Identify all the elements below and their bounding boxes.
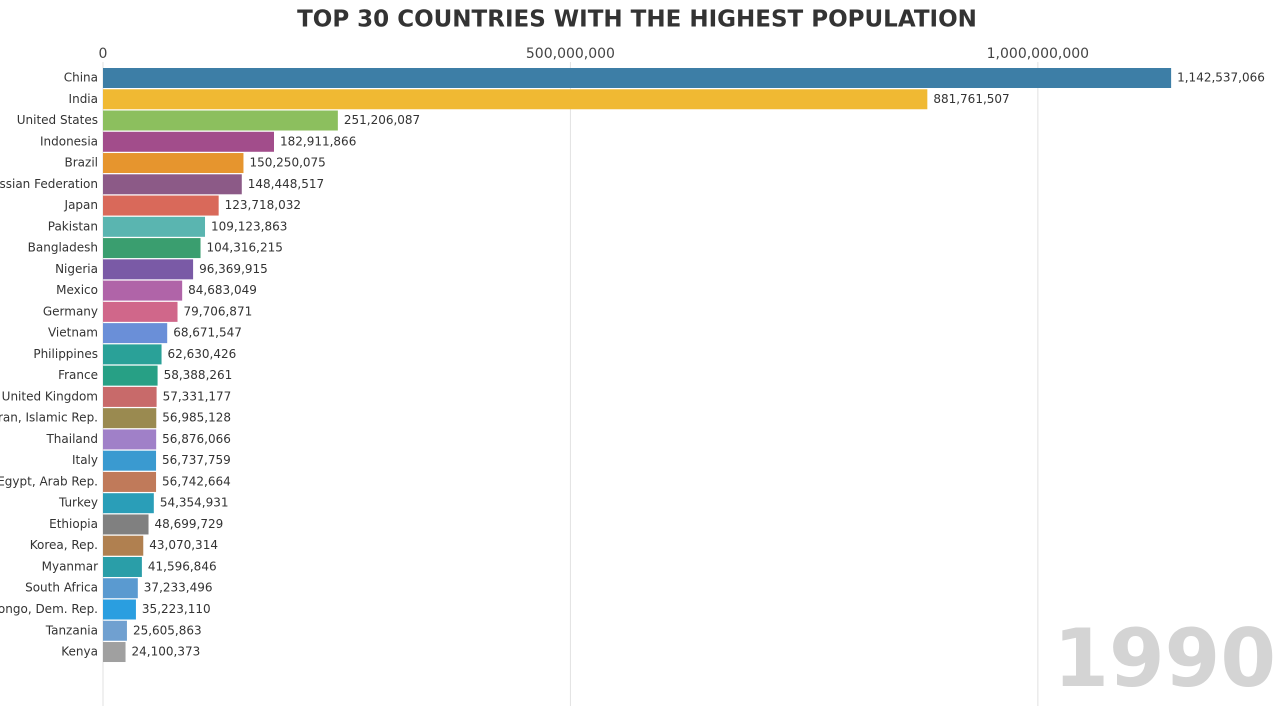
y-tick-label: South Africa (25, 581, 98, 595)
y-tick-label: Korea, Rep. (30, 538, 98, 552)
bar (103, 259, 194, 280)
value-label: 123,718,032 (225, 198, 301, 212)
y-tick-label: Tanzania (45, 623, 98, 637)
y-tick-label: United States (17, 113, 98, 127)
value-label: 182,911,866 (280, 134, 356, 148)
value-label: 57,331,177 (163, 389, 232, 403)
y-tick-label: Iran, Islamic Rep. (0, 411, 98, 425)
bar (103, 514, 149, 535)
value-label: 79,706,871 (184, 304, 253, 318)
bar (103, 620, 127, 641)
value-label: 150,250,075 (249, 156, 325, 170)
bar (103, 365, 158, 386)
bar (103, 89, 928, 110)
value-label: 48,699,729 (155, 517, 224, 531)
bar (103, 131, 274, 152)
y-tick-label: Philippines (33, 347, 98, 361)
chart-title: TOP 30 COUNTRIES WITH THE HIGHEST POPULA… (297, 7, 977, 33)
value-label: 56,742,664 (162, 474, 231, 488)
bar (103, 642, 126, 663)
value-label: 881,761,507 (933, 92, 1009, 106)
bar (103, 535, 144, 556)
y-tick-label: China (64, 71, 98, 85)
bar (103, 429, 157, 450)
bar (103, 344, 162, 365)
y-tick-label: Russian Federation (0, 177, 98, 191)
bar (103, 110, 338, 131)
y-tick-label: Mexico (56, 283, 98, 297)
bar (103, 450, 157, 471)
value-label: 24,100,373 (132, 645, 201, 659)
y-tick-label: Congo, Dem. Rep. (0, 602, 98, 616)
y-tick-label: Ethiopia (49, 517, 98, 531)
value-label: 251,206,087 (344, 113, 420, 127)
value-label: 62,630,426 (168, 347, 237, 361)
value-label: 25,605,863 (133, 623, 202, 637)
bar (103, 386, 157, 407)
value-label: 41,596,846 (148, 559, 217, 573)
y-tick-label: Indonesia (40, 134, 98, 148)
y-tick-label: Thailand (45, 432, 98, 446)
y-tick-label: Germany (43, 304, 98, 318)
y-tick-label: India (69, 92, 98, 106)
bar (103, 68, 1172, 88)
y-tick-label: Kenya (61, 645, 98, 659)
bar (103, 556, 142, 577)
bar (103, 493, 154, 514)
bar (103, 408, 157, 429)
bar (103, 471, 157, 492)
bar (103, 280, 183, 301)
y-tick-label: Italy (72, 453, 98, 467)
x-tick-label: 1,000,000,000 (987, 46, 1089, 62)
x-tick-label: 500,000,000 (526, 46, 615, 62)
y-tick-label: Pakistan (48, 219, 98, 233)
value-label: 56,737,759 (162, 453, 231, 467)
value-label: 109,123,863 (211, 219, 287, 233)
bar (103, 301, 178, 322)
bar (103, 578, 138, 599)
value-label: 43,070,314 (149, 538, 218, 552)
bar (103, 238, 201, 259)
value-label: 104,316,215 (207, 241, 283, 255)
value-label: 56,876,066 (162, 432, 231, 446)
value-label: 148,448,517 (248, 177, 324, 191)
y-tick-label: Myanmar (42, 559, 98, 573)
value-label: 56,985,128 (162, 411, 231, 425)
value-label: 96,369,915 (199, 262, 268, 276)
y-tick-label: Brazil (65, 156, 99, 170)
bar (103, 599, 136, 620)
x-tick-label: 0 (99, 46, 108, 62)
y-tick-label: Bangladesh (28, 241, 98, 255)
y-tick-label: United Kingdom (2, 389, 98, 403)
year-label: 1990 (1053, 612, 1276, 705)
y-tick-label: Turkey (58, 496, 98, 510)
value-label: 35,223,110 (142, 602, 211, 616)
bar (103, 323, 168, 344)
y-tick-label: Egypt, Arab Rep. (0, 474, 98, 488)
y-tick-label: Vietnam (48, 326, 98, 340)
value-label: 54,354,931 (160, 496, 229, 510)
value-label: 58,388,261 (164, 368, 233, 382)
value-label: 84,683,049 (188, 283, 257, 297)
bar (103, 216, 206, 237)
bar (103, 195, 219, 216)
y-tick-label: France (58, 368, 98, 382)
bar (103, 153, 244, 174)
y-tick-label: Nigeria (55, 262, 98, 276)
bar (103, 174, 242, 195)
y-tick-label: Japan (64, 198, 98, 212)
value-label: 68,671,547 (173, 326, 242, 340)
value-label: 1,142,537,066 (1177, 71, 1265, 85)
value-label: 37,233,496 (144, 581, 213, 595)
